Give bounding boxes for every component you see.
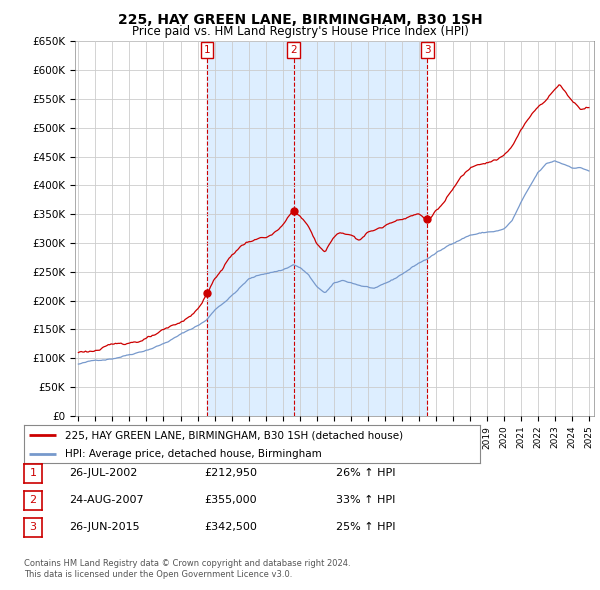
Text: 1: 1 [204, 45, 211, 55]
Text: 26-JUL-2002: 26-JUL-2002 [69, 468, 137, 478]
Text: 24-AUG-2007: 24-AUG-2007 [69, 496, 143, 505]
Text: 3: 3 [29, 523, 37, 532]
Text: 26-JUN-2015: 26-JUN-2015 [69, 523, 140, 532]
Text: 25% ↑ HPI: 25% ↑ HPI [336, 523, 395, 532]
Text: Contains HM Land Registry data © Crown copyright and database right 2024.: Contains HM Land Registry data © Crown c… [24, 559, 350, 568]
Text: HPI: Average price, detached house, Birmingham: HPI: Average price, detached house, Birm… [65, 448, 322, 458]
Text: This data is licensed under the Open Government Licence v3.0.: This data is licensed under the Open Gov… [24, 571, 292, 579]
Text: £342,500: £342,500 [204, 523, 257, 532]
Text: 225, HAY GREEN LANE, BIRMINGHAM, B30 1SH (detached house): 225, HAY GREEN LANE, BIRMINGHAM, B30 1SH… [65, 430, 403, 440]
Text: 3: 3 [424, 45, 430, 55]
Text: 225, HAY GREEN LANE, BIRMINGHAM, B30 1SH: 225, HAY GREEN LANE, BIRMINGHAM, B30 1SH [118, 13, 482, 27]
Text: £355,000: £355,000 [204, 496, 257, 505]
Text: 2: 2 [29, 496, 37, 505]
Text: Price paid vs. HM Land Registry's House Price Index (HPI): Price paid vs. HM Land Registry's House … [131, 25, 469, 38]
Text: 2: 2 [290, 45, 297, 55]
Text: 33% ↑ HPI: 33% ↑ HPI [336, 496, 395, 505]
Text: 1: 1 [29, 468, 37, 478]
Text: £212,950: £212,950 [204, 468, 257, 478]
Text: 26% ↑ HPI: 26% ↑ HPI [336, 468, 395, 478]
Bar [207, 41, 427, 416]
